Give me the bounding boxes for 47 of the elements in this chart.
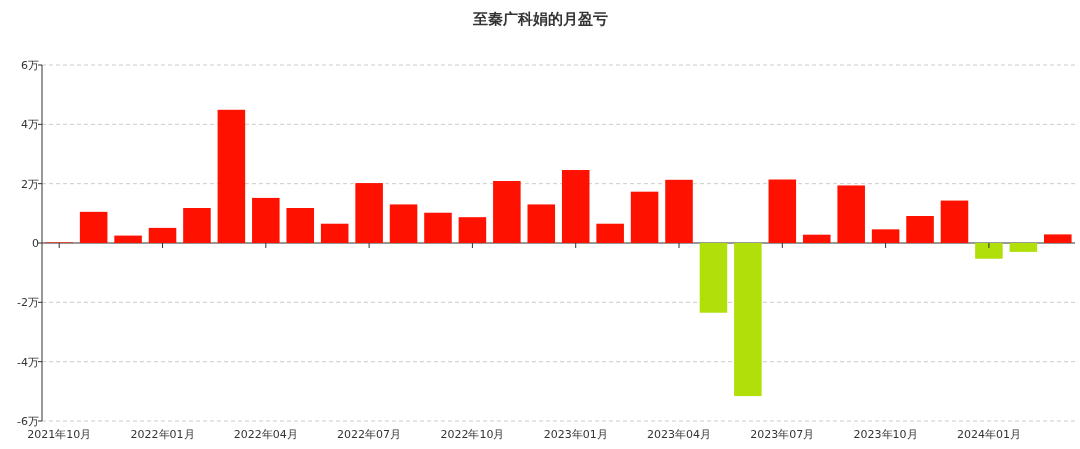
bar [183,207,211,243]
bar [389,204,418,243]
bar [734,243,762,397]
y-tick-label: -6万 [17,415,39,428]
y-tick-label: -4万 [17,355,39,369]
x-tick-label: 2024年01月 [956,428,1021,441]
bar [286,207,315,243]
y-tick-label: -2万 [17,296,39,310]
bar [561,170,590,243]
y-tick-label: 6万 [21,59,39,72]
x-tick-label: 2023年10月 [853,428,918,441]
bar [940,200,969,243]
bar [871,229,900,243]
bar [148,227,177,243]
bar [906,216,934,243]
bar [252,197,280,243]
y-tick-label: 0 [32,237,39,250]
x-tick-label: 2022年04月 [233,428,298,441]
bar [217,109,246,243]
bar [975,243,1003,259]
chart-title: 至秦广科娟的月盈亏 [471,10,608,28]
y-tick-label: 2万 [21,177,39,191]
y-tick-label: 4万 [21,118,39,132]
bar [424,212,452,243]
bar [79,211,108,243]
bar [458,217,487,243]
bar [493,181,521,243]
bar [114,235,142,243]
bar [355,183,383,243]
bar [527,204,556,243]
x-tick-label: 2022年01月 [130,428,195,441]
bar [596,223,624,243]
bar [1009,243,1038,252]
x-tick-label: 2022年07月 [337,428,402,441]
x-tick-label: 2023年01月 [543,428,608,441]
bar [768,179,797,243]
x-tick-label: 2023年07月 [750,428,815,441]
bar [699,243,728,313]
bar [320,223,349,243]
x-tick-label: 2022年10月 [440,428,505,441]
bar [802,234,831,243]
bar [665,179,693,243]
bar [630,191,659,243]
bar [837,185,865,243]
x-tick-label: 2023年04月 [647,428,712,441]
bar [1044,234,1072,243]
x-tick-label: 2021年10月 [27,428,92,441]
